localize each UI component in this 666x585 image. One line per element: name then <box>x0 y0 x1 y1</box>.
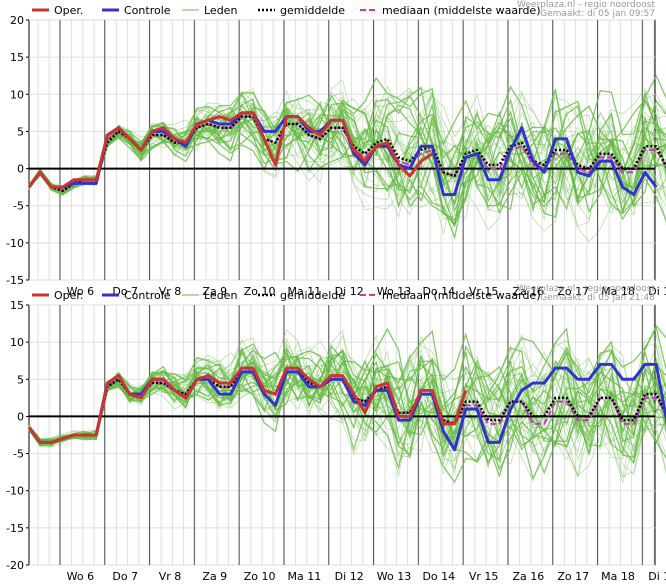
y-tick-label: -10 <box>6 237 24 250</box>
ensemble-member-line <box>28 105 666 240</box>
x-tick-label: Di 12 <box>335 570 364 583</box>
ensemble-member-line <box>28 105 666 221</box>
timestamp-label: Gemaakt: di 05 jan 09:57 <box>540 9 655 19</box>
x-tick-label: Za 16 <box>513 285 545 298</box>
x-tick-label: Ma 11 <box>288 570 322 583</box>
ensemble-member-line <box>28 337 666 462</box>
x-tick-label: Vr 15 <box>469 570 499 583</box>
y-tick-label: 15 <box>10 51 24 64</box>
y-tick-label: -15 <box>6 522 24 535</box>
y-tick-label: 0 <box>17 163 24 176</box>
source-label: Weerplaza.nl - regio noordoost <box>517 284 655 294</box>
ensemble-member-line <box>28 90 666 227</box>
x-tick-label: Di 19 <box>648 570 666 583</box>
legend-label-oper: Oper. <box>54 289 83 302</box>
x-tick-label: Ma 18 <box>601 285 635 298</box>
legend: Oper. Controle Leden gemiddelde mediaan (mid… <box>32 289 540 302</box>
series-line-oper <box>27 366 468 444</box>
y-tick-label: 0 <box>17 410 24 423</box>
legend-label-oper: Oper. <box>54 4 83 17</box>
x-tick-label: Zo 17 <box>557 285 589 298</box>
legend-label-gemiddelde: gemiddelde <box>280 289 345 302</box>
x-tick-label: Ma 11 <box>288 285 322 298</box>
x-tick-label: Wo 6 <box>67 285 94 298</box>
legend-label-controle: Controle <box>124 4 171 17</box>
ensemble-member-line <box>28 355 666 471</box>
ensemble-member-line <box>28 330 666 478</box>
ensemble-member-line <box>28 108 666 225</box>
x-tick-label: Do 7 <box>112 570 138 583</box>
x-tick-label: Zo 17 <box>557 570 589 583</box>
y-tick-label: 10 <box>10 88 24 101</box>
x-tick-label: Za 9 <box>202 285 227 298</box>
legend-label-controle: Controle <box>124 289 171 302</box>
legend-label-mediaan: mediaan (middelste waarde) <box>382 289 540 302</box>
series-line-gemiddelde <box>28 370 666 444</box>
x-tick-label: Do 14 <box>422 570 455 583</box>
legend: Oper. Controle Leden gemiddelde mediaan (mid… <box>32 4 540 17</box>
legend-label-gemiddelde: gemiddelde <box>280 4 345 17</box>
series-line-oper <box>27 111 434 189</box>
ensemble-member-line <box>28 349 666 482</box>
ensemble-member-line <box>28 91 666 216</box>
x-tick-label: Ma 18 <box>601 570 635 583</box>
y-tick-label: -5 <box>13 200 24 213</box>
x-tick-label: Di 12 <box>335 285 364 298</box>
plot-frame <box>28 304 656 566</box>
y-tick-label: -5 <box>13 448 24 461</box>
x-tick-label: Di 19 <box>648 285 666 298</box>
ensemble-member-line <box>28 329 666 477</box>
y-tick-label: 15 <box>10 299 24 312</box>
ensemble-member-line <box>28 94 666 214</box>
chart-panel-2: -20 -15 -10 -5 0 5 10 15 Wo 6 Do 7 Vr 8 Za 9 Zo 10 Ma… <box>6 284 666 583</box>
y-tick-label: -15 <box>6 274 24 287</box>
x-tick-label: Vr 15 <box>469 285 499 298</box>
legend-label-leden: Leden <box>204 289 237 302</box>
ensemble-member-line <box>28 78 666 218</box>
x-tick-label: Wo 13 <box>377 570 411 583</box>
legend-label-leden: Leden <box>204 4 237 17</box>
legend-label-mediaan: mediaan (middelste waarde) <box>382 4 540 17</box>
ensemble-member-line <box>28 334 666 470</box>
y-tick-label: 5 <box>17 373 24 386</box>
x-tick-label: Za 16 <box>513 570 545 583</box>
source-label: Weerplaza.nl - regio noordoost <box>517 0 655 10</box>
x-tick-label: Zo 10 <box>244 570 276 583</box>
y-tick-label: 20 <box>10 14 24 27</box>
y-tick-label: 5 <box>17 125 24 138</box>
x-tick-label: Za 9 <box>202 570 227 583</box>
y-tick-label: -20 <box>6 559 24 572</box>
ensemble-member-line <box>28 88 666 207</box>
y-tick-label: 10 <box>10 336 24 349</box>
x-tick-label: Wo 13 <box>377 285 411 298</box>
timestamp-label: Gemaakt: di 05 jan 21:48 <box>540 293 655 303</box>
x-tick-label: Vr 8 <box>159 570 182 583</box>
x-tick-label: Do 14 <box>422 285 455 298</box>
x-tick-label: Vr 8 <box>159 285 182 298</box>
y-tick-label: -10 <box>6 485 24 498</box>
ensemble-member-line <box>28 100 666 221</box>
ensemble-member-line <box>28 346 666 444</box>
x-tick-label: Wo 6 <box>67 570 94 583</box>
